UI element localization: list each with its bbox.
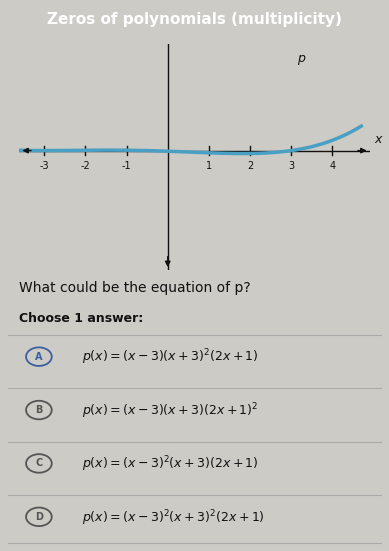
Text: 2: 2 [247, 161, 253, 171]
Text: 3: 3 [288, 161, 294, 171]
Text: $p(x) = (x-3)^2(x+3)^2(2x+1)$: $p(x) = (x-3)^2(x+3)^2(2x+1)$ [82, 508, 265, 528]
Text: D: D [35, 512, 43, 522]
Text: Zeros of polynomials (multiplicity): Zeros of polynomials (multiplicity) [47, 12, 342, 27]
Text: B: B [35, 405, 42, 415]
Text: Choose 1 answer:: Choose 1 answer: [19, 312, 144, 325]
Text: 4: 4 [329, 161, 336, 171]
Text: 1: 1 [206, 161, 212, 171]
Text: -2: -2 [81, 161, 90, 171]
Text: p: p [298, 52, 305, 66]
Text: C: C [35, 458, 42, 468]
Text: x: x [375, 133, 382, 146]
Text: $p(x) = (x-3)(x+3)(2x+1)^2$: $p(x) = (x-3)(x+3)(2x+1)^2$ [82, 401, 258, 421]
Text: -1: -1 [122, 161, 131, 171]
Text: -3: -3 [39, 161, 49, 171]
Text: A: A [35, 352, 43, 361]
Text: $p(x) = (x-3)^2(x+3)(2x+1)$: $p(x) = (x-3)^2(x+3)(2x+1)$ [82, 455, 258, 474]
Text: $p(x) = (x-3)(x+3)^2(2x+1)$: $p(x) = (x-3)(x+3)^2(2x+1)$ [82, 348, 258, 368]
Text: What could be the equation of p?: What could be the equation of p? [19, 281, 251, 295]
